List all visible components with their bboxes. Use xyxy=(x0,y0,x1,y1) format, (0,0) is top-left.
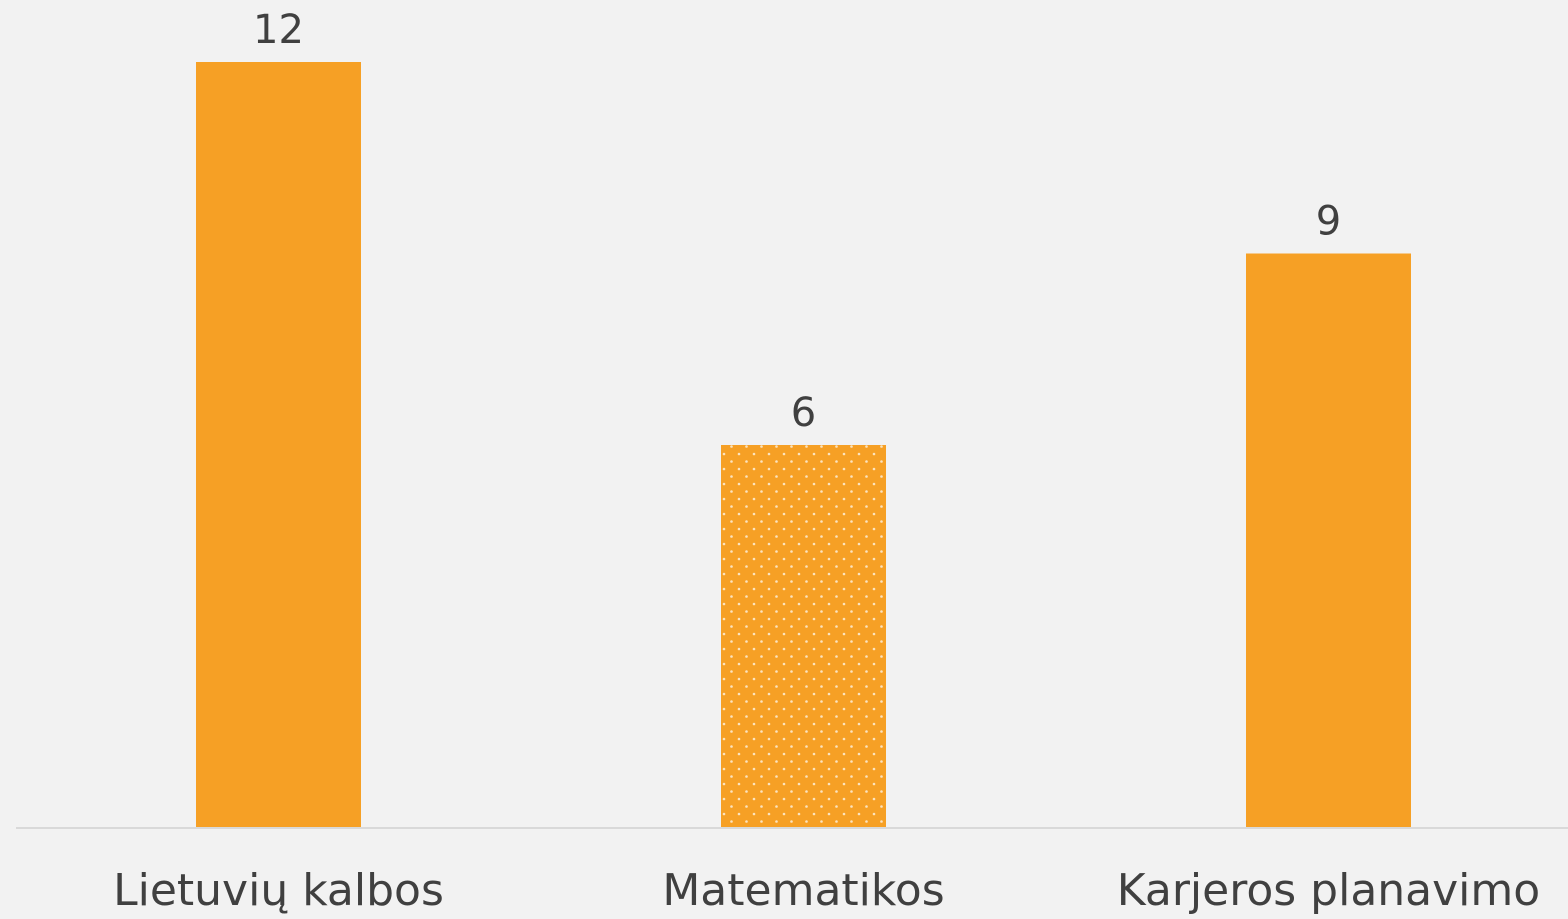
value-label: 6 xyxy=(791,390,816,436)
value-label: 9 xyxy=(1316,199,1341,245)
x-tick-label: Karjeros planavimo xyxy=(1117,865,1540,916)
value-label: 12 xyxy=(253,7,304,53)
bar xyxy=(721,445,886,828)
x-tick-label: Lietuvių kalbos xyxy=(113,865,444,916)
x-tick-label: Matematikos xyxy=(662,865,944,916)
bar xyxy=(196,62,361,828)
bar xyxy=(1246,253,1411,828)
